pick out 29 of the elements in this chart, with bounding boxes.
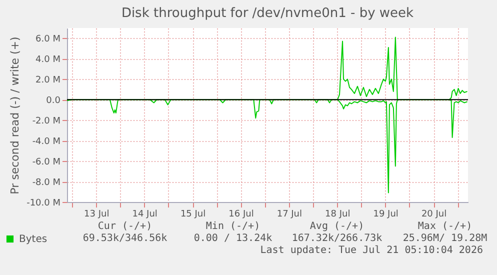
text: Avg (-/+) — [310, 221, 364, 232]
chart-title: Disk throughput for /dev/nvme0n1 - by week — [121, 6, 414, 21]
text: 167.32k/266.73k — [292, 233, 382, 244]
text: Max (-/+) — [418, 221, 472, 232]
x-tick-label: 20 Jul — [421, 210, 447, 220]
text: 69.53k/346.56k — [82, 233, 168, 244]
text: Last update: Tue Jul 21 05:10:04 2026 — [260, 245, 483, 256]
y-tick-label: 6.0 M — [36, 34, 60, 45]
y-tick-label: -4.0 M — [32, 137, 60, 148]
x-tick-label: 14 Jul — [132, 210, 158, 220]
text: Min (-/+) — [206, 221, 260, 232]
y-tick-label: -8.0 M — [32, 178, 60, 188]
y-tick-label: 4.0 M — [36, 55, 60, 66]
legend-label: Bytes — [19, 234, 48, 245]
text: Cur (-/+) — [98, 221, 152, 232]
x-tick-label: 16 Jul — [228, 210, 254, 220]
x-tick-label: 13 Jul — [84, 210, 110, 220]
x-tick-label: 18 Jul — [325, 210, 350, 220]
y-tick-label: -6.0 M — [32, 158, 60, 168]
text: 0.00 / 13.24k — [194, 233, 272, 244]
y-tick-label: 2.0 M — [36, 76, 60, 86]
x-tick-label: 17 Jul — [276, 210, 302, 220]
text: 25.96M/ 19.28M — [402, 233, 488, 244]
y-tick-label: 0.0 — [46, 96, 61, 106]
y-tick-label: -2.0 M — [32, 116, 60, 127]
y-tick-label: -10.0 M — [26, 198, 60, 208]
x-tick-label: 15 Jul — [180, 210, 206, 220]
x-tick-label: 19 Jul — [373, 210, 398, 220]
y-axis-title: Pr second read (-) / write (+) — [8, 36, 22, 194]
